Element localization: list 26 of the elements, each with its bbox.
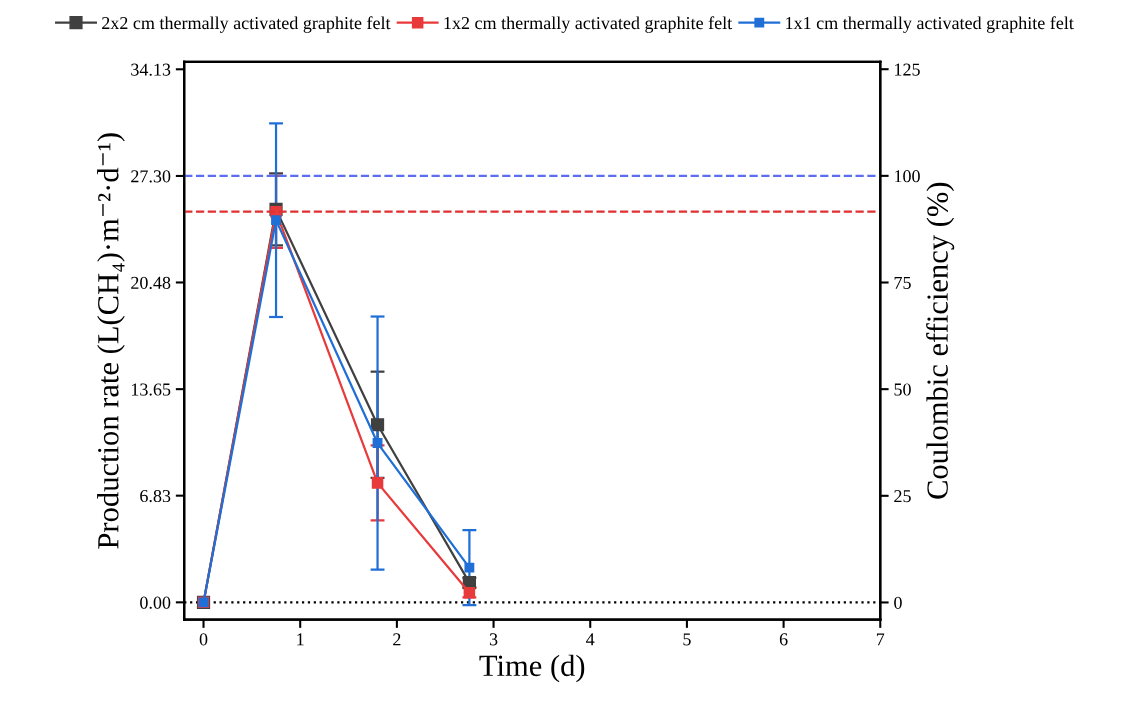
x-tick-label: 1 xyxy=(297,633,304,646)
x-tick-label: 3 xyxy=(489,633,498,646)
legend-label: 1x2 cm thermally activated graphite felt xyxy=(444,16,733,33)
y2-axis-title: Coulombic efficiency (%) xyxy=(926,182,955,499)
y2-tick-label: 25 xyxy=(894,490,911,503)
x-tick-label: 4 xyxy=(586,633,595,646)
x-tick-label: 2 xyxy=(393,633,401,646)
y-tick-label: 34.13 xyxy=(131,63,171,76)
x-axis-title: Time (d) xyxy=(479,654,585,683)
x-tick-label: 0 xyxy=(199,633,208,646)
y2-tick-label: 0 xyxy=(894,596,902,609)
y-tick-label: 20.48 xyxy=(131,276,171,289)
y2-tick-label: 100 xyxy=(895,170,920,183)
legend-label: 1x1 cm thermally activated graphite felt xyxy=(786,16,1074,33)
x-tick-label: 6 xyxy=(779,633,788,646)
y-tick-label: 6.83 xyxy=(140,489,171,503)
y-tick-label: 13.65 xyxy=(131,383,171,396)
x-tick-label: 7 xyxy=(876,633,885,646)
x-tick-label: 5 xyxy=(683,633,691,646)
y-tick-label: 27.30 xyxy=(131,170,171,183)
y2-tick-label: 50 xyxy=(894,383,911,396)
legend-label: 2x2 cm thermally activated graphite felt xyxy=(102,16,391,33)
y-tick-label: 0.00 xyxy=(140,596,171,609)
y-axis-title: Production rate (L(CH₄)·m⁻²·d⁻¹) xyxy=(97,133,125,549)
y2-tick-label: 75 xyxy=(894,276,911,289)
y2-tick-label: 125 xyxy=(895,63,920,76)
